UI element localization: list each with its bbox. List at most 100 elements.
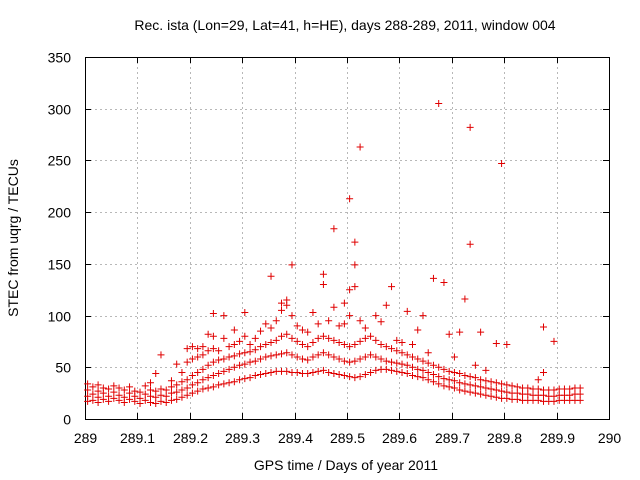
data-point	[309, 353, 317, 361]
data-point	[319, 270, 327, 278]
data-point	[246, 374, 254, 382]
data-point	[340, 341, 348, 349]
data-point	[471, 361, 479, 369]
data-point	[346, 286, 354, 294]
data-point	[278, 350, 285, 358]
data-point	[424, 359, 432, 367]
data-point	[435, 363, 443, 371]
data-point	[346, 312, 354, 320]
data-point	[241, 375, 249, 383]
data-point	[461, 380, 469, 388]
data-point	[414, 326, 422, 334]
data-point	[183, 358, 191, 366]
data-point	[267, 338, 275, 346]
data-point	[361, 334, 369, 342]
data-point	[84, 386, 92, 394]
data-point	[388, 366, 396, 374]
chart-title: Rec. ista (Lon=29, Lat=41, h=HE), days 2…	[134, 17, 555, 33]
data-point	[194, 379, 202, 387]
data-point	[194, 345, 202, 353]
y-tick-label: 150	[48, 257, 72, 273]
data-point	[304, 328, 312, 336]
data-point	[209, 383, 217, 391]
data-point	[199, 351, 207, 359]
data-point	[267, 368, 275, 376]
data-point	[351, 261, 359, 269]
x-tick-label: 289.4	[278, 430, 313, 446]
data-point	[524, 390, 532, 398]
data-point	[215, 381, 223, 389]
data-point	[288, 312, 296, 320]
data-point	[540, 323, 547, 331]
x-tick-label: 289.6	[382, 430, 417, 446]
data-point	[99, 384, 107, 392]
data-point	[340, 372, 348, 380]
data-point	[215, 369, 223, 377]
data-point	[115, 391, 123, 399]
data-point	[398, 368, 406, 376]
data-point	[131, 387, 139, 395]
data-point	[283, 330, 291, 338]
data-point	[283, 349, 291, 357]
data-point	[335, 371, 343, 379]
data-point	[382, 357, 390, 365]
data-point	[225, 353, 233, 361]
y-tick-label: 300	[48, 102, 72, 118]
data-point	[382, 301, 390, 309]
data-point	[445, 376, 453, 384]
data-point	[251, 334, 259, 342]
data-point	[346, 343, 354, 351]
data-point	[298, 326, 306, 334]
data-point	[215, 356, 223, 364]
data-point	[398, 360, 406, 368]
data-point	[393, 359, 401, 367]
data-point	[246, 341, 254, 349]
data-point	[183, 376, 191, 384]
data-point	[450, 353, 458, 361]
data-point	[429, 378, 437, 386]
data-point	[403, 307, 411, 315]
data-point	[429, 361, 437, 369]
data-point	[304, 369, 312, 377]
data-point	[346, 195, 354, 203]
data-point	[335, 322, 343, 330]
data-point	[440, 278, 448, 286]
data-point	[419, 357, 427, 365]
y-tick-label: 50	[55, 360, 71, 376]
data-point	[309, 338, 317, 346]
data-point	[209, 345, 217, 353]
data-point	[450, 377, 458, 385]
data-point	[110, 382, 118, 390]
x-tick-label: 289.3	[225, 430, 260, 446]
data-point	[471, 382, 479, 390]
data-point	[188, 343, 196, 351]
data-point	[199, 343, 207, 351]
data-point	[477, 376, 485, 384]
data-point	[167, 377, 175, 385]
data-point	[393, 367, 401, 375]
data-point	[382, 365, 390, 373]
data-point	[513, 395, 521, 403]
data-point	[136, 394, 144, 402]
data-point	[141, 396, 149, 404]
data-point	[403, 361, 411, 369]
data-point	[246, 348, 254, 356]
data-point	[382, 343, 390, 351]
data-point	[325, 317, 333, 325]
data-point	[199, 376, 207, 384]
data-point	[377, 341, 385, 349]
data-point	[293, 322, 301, 330]
data-point	[225, 365, 233, 373]
x-tick-label: 289.5	[330, 430, 365, 446]
data-point	[230, 326, 238, 334]
data-point	[241, 360, 249, 368]
data-point	[398, 349, 406, 357]
data-point	[482, 384, 490, 392]
data-point	[498, 380, 506, 388]
data-point	[356, 337, 364, 345]
data-point	[314, 334, 322, 342]
data-point	[293, 353, 301, 361]
data-point	[178, 378, 186, 386]
data-point	[414, 365, 422, 373]
data-point	[220, 312, 228, 320]
